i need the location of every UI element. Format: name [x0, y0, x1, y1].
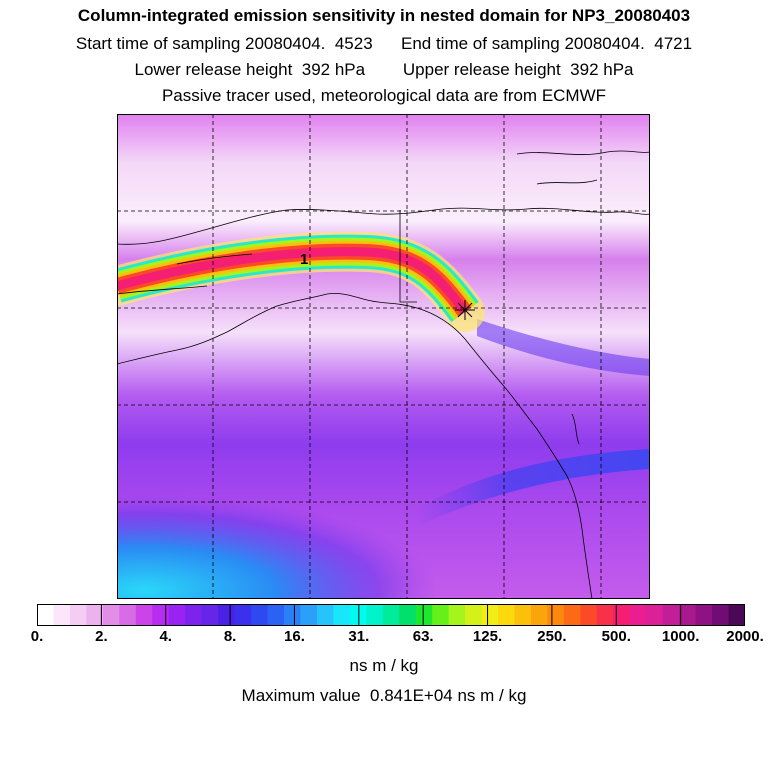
colorbar-cell: [432, 604, 450, 626]
colorbar-cell: [53, 604, 71, 626]
gridlines: [117, 114, 650, 599]
colorbar-cell: [596, 604, 614, 626]
maximum-value: Maximum value 0.841E+04 ns m / kg: [241, 686, 527, 705]
colorbar-tick-label: 250.: [537, 628, 567, 645]
colorbar-cell: [333, 604, 351, 626]
colorbar-tick-label: 4.: [159, 628, 172, 645]
chart-title: Column-integrated emission sensitivity i…: [77, 6, 691, 25]
map-frame: [117, 114, 650, 599]
colorbar-cell: [629, 604, 647, 626]
plume-age-label: 1: [300, 251, 308, 268]
colorbar-tick-label: 2.: [95, 628, 108, 645]
colorbar-cell: [37, 604, 54, 626]
colorbar-cell: [514, 604, 532, 626]
colorbar-tick-label: 125.: [472, 628, 503, 645]
sampling-times: Start time of sampling 20080404. 4523 En…: [75, 34, 693, 53]
colorbar-cell: [251, 604, 269, 626]
colorbar-cell: [646, 604, 664, 626]
colorbar-cell: [530, 604, 548, 626]
release-heights: Lower release height 392 hPa Upper relea…: [134, 60, 634, 79]
colorbar-cell: [152, 604, 170, 626]
blue-band: [417, 449, 650, 526]
coastlines: [117, 150, 650, 599]
colorbar-cell: [481, 604, 499, 626]
colorbar-cell: [300, 604, 318, 626]
colorbar-cell: [580, 604, 598, 626]
colorbar-cell: [448, 604, 466, 626]
colorbar-cell: [267, 604, 285, 626]
colorbar-cell: [613, 604, 631, 626]
low-sensitivity-region: [117, 424, 650, 599]
colorbar-cell: [234, 604, 252, 626]
colorbar-tick-label: 0.: [30, 628, 44, 645]
blue-band-upper: [477, 319, 650, 376]
colorbar-cell: [465, 604, 483, 626]
colorbar-cell: [728, 604, 745, 626]
colorbar-cell: [218, 604, 236, 626]
emission-plume: [117, 231, 485, 332]
border-line: [399, 210, 417, 303]
data-source-note: Passive tracer used, meteorological data…: [161, 86, 607, 105]
colorbar-cell: [415, 604, 433, 626]
colorbar-cell: [563, 604, 581, 626]
colorbar-cell: [679, 604, 697, 626]
colorbar-cell: [135, 604, 153, 626]
colorbar-tick-labels: 0. 2. 4. 8. 16. 31. 63. 125. 250. 500. 1000. 2000.: [0, 628, 768, 650]
colorbar-cell: [102, 604, 120, 626]
colorbar-cell: [69, 604, 87, 626]
colorbar-tick-label: 2000.: [726, 628, 764, 645]
colorbar-cell: [185, 604, 203, 626]
colorbar-cell: [366, 604, 384, 626]
sensitivity-map: 1: [117, 114, 650, 599]
colorbar-tick-label: 500.: [601, 628, 631, 645]
colorbar-cell: [547, 604, 565, 626]
colorbar-cell: [399, 604, 417, 626]
colorbar-cell: [498, 604, 515, 626]
colorbar-cell: [712, 604, 730, 626]
colorbar-cell: [201, 604, 219, 626]
colorbar-cell: [695, 604, 713, 626]
colorbar: [37, 604, 745, 626]
colorbar-cell: [662, 604, 680, 626]
colorbar-cell: [316, 604, 334, 626]
colorbar-cell: [168, 604, 186, 626]
colorbar-cell: [382, 604, 400, 626]
colorbar-cell: [119, 604, 137, 626]
colorbar-cell: [86, 604, 104, 626]
colorbar-tick-label: 31.: [348, 628, 370, 645]
colorbar-tick-label: 1000.: [661, 628, 700, 645]
colorbar-tick-label: 8.: [223, 628, 237, 645]
colorbar-unit: ns m / kg: [349, 656, 419, 675]
colorbar-tick-label: 63.: [412, 628, 434, 645]
receptor-marker: [455, 300, 475, 320]
colorbar-tick-label: 16.: [284, 628, 305, 645]
colorbar-cell: [283, 604, 301, 626]
